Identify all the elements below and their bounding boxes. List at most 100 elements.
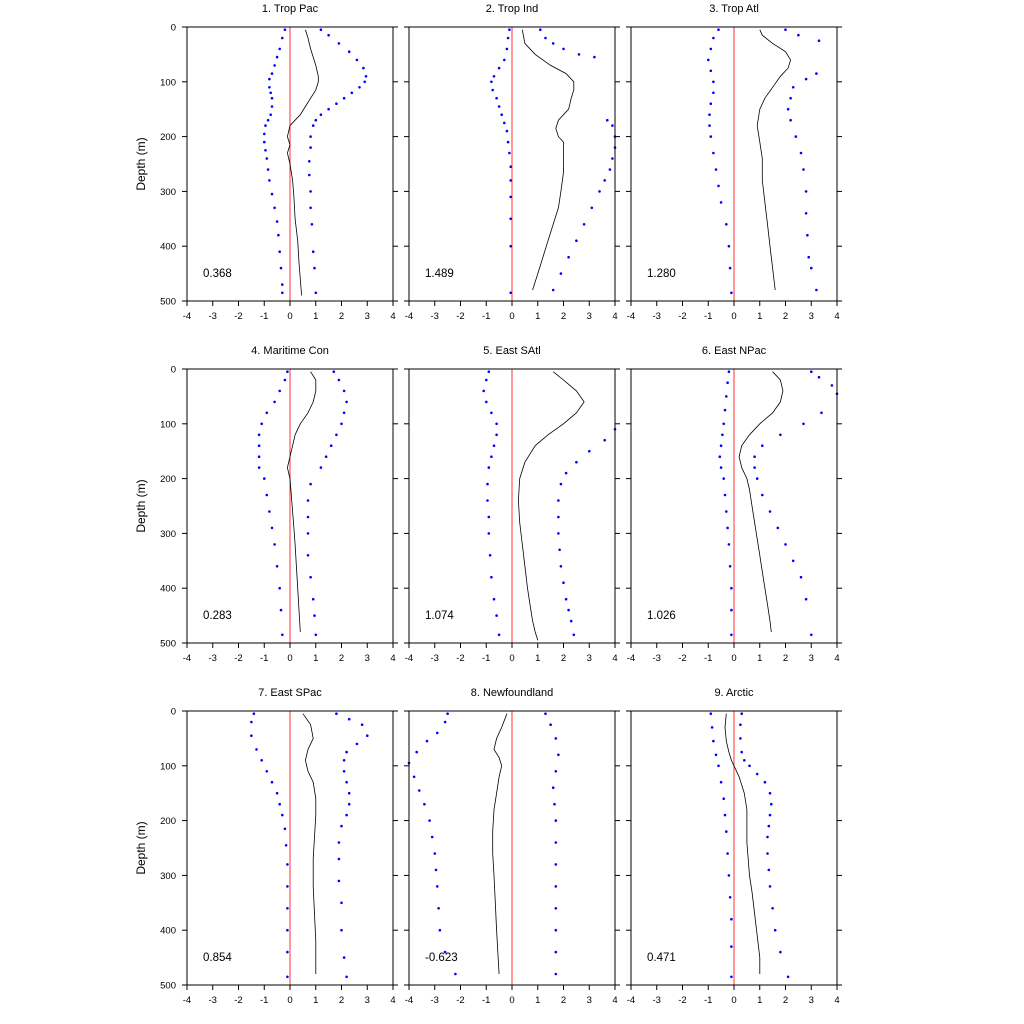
series-point [345, 750, 348, 754]
series-point [278, 586, 282, 590]
series-point [412, 775, 416, 779]
panel-title: 7. East SPac [258, 687, 322, 699]
series-point [327, 107, 330, 111]
series-point [505, 129, 509, 133]
series-point [486, 499, 489, 502]
x-tick-label: 3 [365, 995, 370, 1006]
series-point [425, 739, 429, 743]
x-tick-label: 2 [561, 653, 566, 664]
series-point [268, 510, 271, 513]
y-tick-label: 0 [171, 23, 176, 34]
series-point [730, 917, 733, 921]
x-tick-label: 1 [313, 653, 318, 664]
x-tick-label: 0 [287, 311, 292, 322]
series-dots-2 [557, 428, 617, 637]
series-point [497, 66, 501, 70]
series-line [286, 371, 317, 633]
series-point [415, 750, 419, 754]
series-point [721, 433, 724, 437]
series-point [335, 433, 338, 437]
series-point [755, 772, 759, 776]
series-point [270, 96, 274, 100]
series-point [337, 378, 341, 382]
series-point [539, 28, 542, 32]
series-point [743, 759, 746, 762]
series-point [763, 780, 767, 784]
series-point [725, 395, 728, 398]
series-point [558, 548, 561, 552]
x-tick-label: -3 [653, 995, 661, 1006]
x-tick-label: -1 [260, 653, 268, 664]
series-point [802, 168, 805, 171]
series-point [443, 720, 447, 724]
series-point [265, 493, 269, 497]
y-tick-label: 200 [160, 816, 176, 827]
panel-2: -4 -3 -2 -1 0 1 2 3 4 2. Trop Ind 1.489 [404, 3, 620, 322]
x-tick-label: -4 [183, 653, 191, 664]
series-dots-2 [739, 712, 790, 979]
series-dots-2 [544, 712, 560, 976]
series-point [791, 559, 795, 563]
series-point [815, 288, 818, 292]
series-point [495, 96, 498, 100]
series-point [337, 857, 341, 861]
x-tick-label: -2 [234, 311, 242, 322]
series-point [345, 400, 348, 404]
panel-value-label: 1.074 [425, 610, 454, 622]
series-point [712, 80, 715, 84]
series-point [725, 223, 728, 226]
series-point [797, 33, 800, 37]
series-point [786, 107, 790, 111]
series-point [270, 780, 274, 784]
series-point [608, 168, 612, 171]
series-point [492, 444, 496, 448]
series-point [350, 91, 354, 95]
series-point [278, 250, 282, 253]
panel-title: 8. Newfoundland [471, 687, 554, 699]
y-tick-label: 500 [160, 297, 176, 308]
x-tick-label: -3 [209, 995, 217, 1006]
x-tick-label: 4 [390, 995, 395, 1006]
x-tick-label: 3 [365, 311, 370, 322]
series-point [723, 408, 727, 412]
x-tick-label: 3 [587, 653, 592, 664]
series-point [755, 477, 759, 480]
x-tick-label: 2 [783, 653, 788, 664]
series-point [436, 885, 439, 888]
x-tick-label: -1 [704, 995, 712, 1006]
series-point [263, 477, 266, 480]
series-point [554, 885, 558, 888]
series-point [270, 526, 274, 530]
series-point [319, 28, 323, 32]
panel-4: -4 -3 -2 -1 0 1 2 3 4 0 100 200 300 400 500 4. Maritime… [134, 345, 398, 664]
series-point [265, 411, 269, 415]
series-point [485, 378, 488, 382]
x-tick-label: -2 [456, 995, 464, 1006]
series-point [337, 879, 341, 883]
series-point [491, 88, 495, 92]
series-point [268, 179, 271, 182]
series-point [598, 190, 601, 193]
series-point [260, 422, 264, 426]
series-point [768, 510, 772, 513]
series-line [492, 713, 508, 975]
series-point [265, 770, 269, 773]
series-point [363, 80, 367, 84]
series-point [347, 802, 351, 806]
series-point [509, 291, 512, 295]
series-point [314, 291, 318, 295]
series-point [509, 244, 512, 248]
series-point [722, 422, 725, 426]
x-tick-label: -1 [704, 653, 712, 664]
series-point [266, 118, 270, 122]
panel-title: 5. East SAtl [483, 345, 540, 357]
series-point [810, 633, 813, 637]
series-point [286, 863, 289, 866]
series-point [554, 907, 558, 910]
series-point [727, 370, 731, 374]
panel-value-label: 0.283 [203, 610, 232, 622]
series-point [551, 786, 555, 789]
series-point [551, 288, 555, 292]
series-point [270, 192, 274, 196]
y-tick-label: 300 [160, 871, 176, 882]
